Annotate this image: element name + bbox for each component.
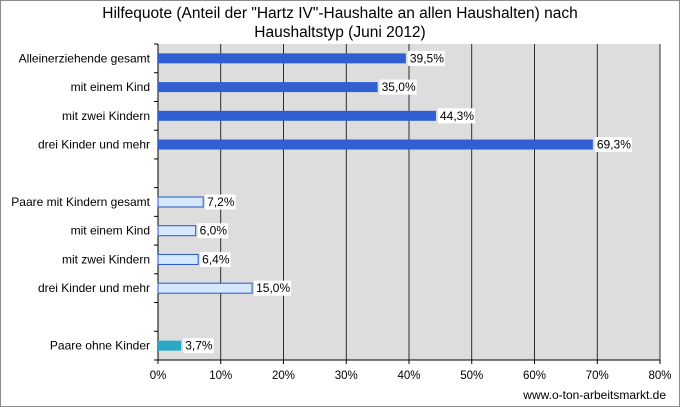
source-label: www.o-ton-arbeitsmarkt.de (523, 388, 666, 402)
bar-0 (158, 53, 406, 64)
bar-3 (158, 139, 593, 150)
bar-2 (158, 110, 436, 121)
bar-10 (158, 340, 182, 351)
x-tick-label-0: 0% (150, 370, 167, 382)
category-label-3: drei Kinder und mehr (38, 138, 150, 152)
category-label-6: mit einem Kind (71, 224, 150, 238)
data-label-10: 3,7% (185, 339, 213, 353)
category-label-0: Alleinerziehende gesamt (19, 51, 151, 65)
x-tick-label-50: 50% (460, 370, 483, 382)
data-label-bg-1 (379, 79, 417, 95)
x-tick-label-70: 70% (586, 370, 609, 382)
category-label-7: mit zwei Kindern (62, 252, 150, 266)
x-tick-label-20: 20% (272, 370, 295, 382)
bar-6 (157, 225, 197, 237)
data-label-5: 7,2% (207, 195, 235, 209)
chart-title-line-1: Hilfequote (Anteil der "Hartz IV"-Hausha… (102, 5, 578, 22)
chart-title-line-2: Haushaltstyp (Juni 2012) (254, 24, 426, 41)
bar-8 (157, 282, 253, 294)
category-label-5: Paare mit Kindern gesamt (11, 195, 150, 209)
data-label-bg-2 (437, 108, 475, 124)
x-tick-label-10: 10% (209, 370, 232, 382)
category-label-2: mit zwei Kindern (62, 109, 150, 123)
bar-1 (158, 82, 378, 93)
x-tick-label-80: 80% (648, 370, 671, 382)
data-label-7: 6,4% (202, 252, 230, 266)
x-tick-label-60: 60% (523, 370, 546, 382)
data-label-2: 44,3% (440, 109, 474, 123)
data-label-bg-10 (183, 338, 214, 354)
data-label-bg-5 (205, 194, 236, 210)
x-tick-label-30: 30% (335, 370, 358, 382)
data-label-bg-8 (254, 280, 292, 296)
data-label-3: 69,3% (597, 138, 631, 152)
category-label-10: Paare ohne Kinder (50, 339, 150, 353)
data-label-bg-6 (197, 223, 229, 239)
data-label-bg-0 (407, 50, 445, 66)
bar-7 (157, 253, 199, 265)
bar-5 (157, 196, 204, 208)
data-label-0: 39,5% (410, 51, 444, 65)
x-tick-label-40: 40% (397, 370, 420, 382)
data-label-bg-7 (200, 251, 231, 267)
data-label-1: 35,0% (382, 80, 416, 94)
category-label-8: drei Kinder und mehr (38, 281, 150, 295)
chart-title: Hilfequote (Anteil der "Hartz IV"-Hausha… (0, 4, 680, 42)
category-label-1: mit einem Kind (71, 80, 150, 94)
data-label-bg-3 (594, 137, 632, 153)
data-label-8: 15,0% (256, 281, 290, 295)
data-label-6: 6,0% (200, 224, 228, 238)
